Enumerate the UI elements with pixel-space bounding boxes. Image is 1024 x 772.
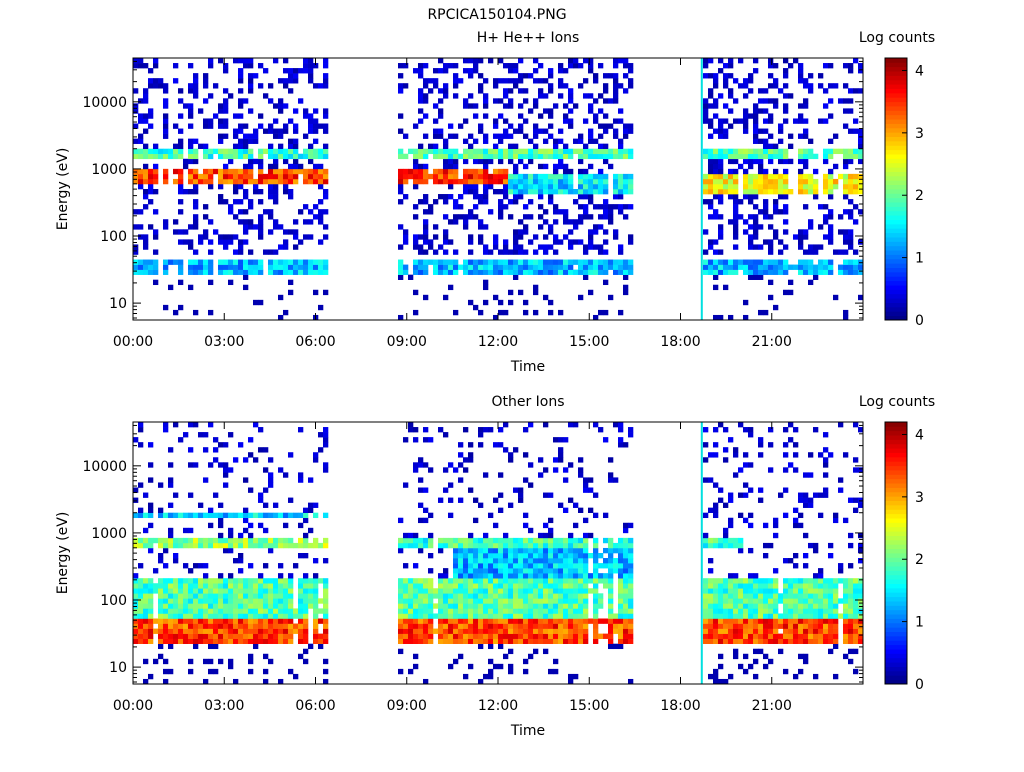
- x-tick-label: 21:00: [752, 698, 792, 714]
- x-tick-label: 12:00: [478, 698, 518, 714]
- colorbar-tick-label: 0: [915, 313, 924, 329]
- x-tick-label: 03:00: [204, 698, 244, 714]
- y-axis-label: Energy (eV): [55, 148, 71, 231]
- colorbar: 0 1 2 3 4 Log counts: [859, 30, 935, 329]
- x-tick-label: 06:00: [295, 698, 335, 714]
- colorbar-tick-label: 4: [915, 63, 924, 79]
- panel-title: H+ He++ Ions: [477, 30, 580, 46]
- heatmap-cells: [133, 58, 863, 320]
- spectrogram-panel-1: 00:00 03:00 06:00 09:00 12:00 15:00 18:00 21:00…: [55, 30, 935, 375]
- y-tick-label: 10000: [82, 95, 127, 111]
- x-tick-label: 03:00: [204, 334, 244, 350]
- y-tick-label: 10000: [82, 459, 127, 475]
- colorbar-tick-label: 3: [915, 490, 924, 506]
- heatmap-cells: [133, 422, 863, 684]
- x-tick-label: 15:00: [569, 698, 609, 714]
- panel-title: Other Ions: [491, 394, 564, 410]
- x-tick-label: 18:00: [660, 698, 700, 714]
- colorbar: 0 1 2 3 4 Log counts: [859, 394, 935, 693]
- x-tick-label: 18:00: [660, 334, 700, 350]
- colorbar-tick-label: 3: [915, 126, 924, 142]
- colorbar-tick-label: 2: [915, 552, 924, 568]
- x-tick-label: 09:00: [387, 334, 427, 350]
- x-tick-label: 15:00: [569, 334, 609, 350]
- colorbar-label: Log counts: [859, 394, 935, 410]
- x-tick-label: 09:00: [387, 698, 427, 714]
- x-tick-label: 12:00: [478, 334, 518, 350]
- y-tick-label: 100: [100, 593, 127, 609]
- colorbar-tick-label: 2: [915, 188, 924, 204]
- x-tick-label: 00:00: [113, 698, 153, 714]
- x-axis-label: Time: [510, 359, 545, 375]
- spectrogram-panel-2: 00:00 03:00 06:00 09:00 12:00 15:00 18:00 21:00…: [55, 394, 935, 739]
- y-tick-label: 1000: [91, 526, 127, 542]
- y-tick-label: 100: [100, 229, 127, 245]
- x-tick-label: 00:00: [113, 334, 153, 350]
- colorbar-label: Log counts: [859, 30, 935, 46]
- x-axis-label: Time: [510, 723, 545, 739]
- y-axis-label: Energy (eV): [55, 512, 71, 595]
- colorbar-tick-label: 1: [915, 615, 924, 631]
- colorbar-tick-label: 0: [915, 677, 924, 693]
- x-tick-label: 21:00: [752, 334, 792, 350]
- y-tick-label: 1000: [91, 162, 127, 178]
- colorbar-tick-label: 1: [915, 251, 924, 267]
- y-tick-label: 10: [109, 296, 127, 312]
- x-tick-label: 06:00: [295, 334, 335, 350]
- y-tick-label: 10: [109, 660, 127, 676]
- figure-title: RPCICA150104.PNG: [427, 7, 566, 23]
- colorbar-tick-label: 4: [915, 427, 924, 443]
